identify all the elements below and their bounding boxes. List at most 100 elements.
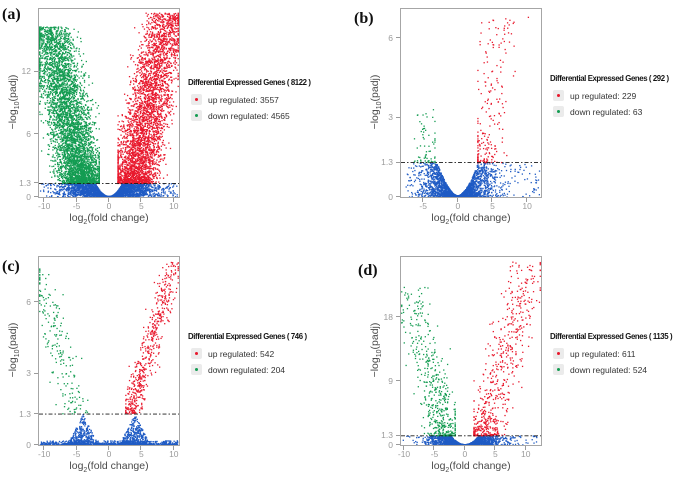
y-tick-label: 3 <box>388 112 393 123</box>
legend-item-label: down regulated: 204 <box>208 364 286 375</box>
x-tick-label: 0 <box>106 201 112 211</box>
legend-item-up: up regulated: 611 <box>553 348 672 359</box>
up-regulated-dot <box>195 98 198 101</box>
down-regulated-dot <box>195 114 198 117</box>
y-tick-label: 6 <box>388 32 393 43</box>
tick-mark <box>34 133 38 135</box>
tick-mark <box>34 196 38 197</box>
y-axis-title-sub: 10 <box>14 349 22 358</box>
tick-mark <box>108 198 109 202</box>
tick-mark <box>140 446 142 450</box>
tick-mark <box>433 446 435 450</box>
x-axis-title-pre: log <box>431 212 446 224</box>
tick-mark <box>396 161 400 163</box>
y-tick-label: 9 <box>388 375 393 386</box>
tick-mark <box>75 198 77 202</box>
tick-mark <box>526 198 528 202</box>
x-tick-label: -5 <box>430 449 439 459</box>
y-tick-label: 12 <box>21 66 31 77</box>
x-tick-label: 5 <box>139 201 144 211</box>
legend-key <box>553 348 564 359</box>
x-tick-label: -5 <box>72 201 81 211</box>
x-axis-title-post: (fold change) <box>87 460 149 472</box>
x-axis-title-sub: 2 <box>83 219 88 227</box>
x-axis-title-sub: 2 <box>445 219 450 227</box>
scatter-canvas <box>39 9 179 197</box>
legend-item-label: up regulated: 3557 <box>208 94 279 105</box>
panel-d-label: (d) <box>358 262 378 279</box>
legend-item-up: up regulated: 542 <box>191 348 307 359</box>
legend-title: Differential Expressed Genes ( 292 ) <box>550 74 669 83</box>
tick-mark <box>34 70 38 72</box>
legend-key <box>553 106 564 117</box>
legend-item-down: down regulated: 204 <box>191 364 307 375</box>
legend: Differential Expressed Genes ( 292 ) up … <box>550 74 669 122</box>
y-axis-title-sub: 10 <box>376 101 384 110</box>
plot-area <box>400 8 542 198</box>
x-axis-title: log2(fold change) <box>400 460 542 474</box>
tick-mark <box>34 413 38 415</box>
legend-item-up: up regulated: 229 <box>553 90 669 101</box>
y-axis-title-post: (padj) <box>6 74 19 102</box>
legend-key <box>191 348 202 359</box>
x-axis-title-post: (fold change) <box>449 460 511 472</box>
x-tick-label: 10 <box>169 201 179 211</box>
y-tick-label: 1.3 <box>19 177 31 188</box>
plot-area <box>38 8 180 198</box>
y-tick-label: 3 <box>26 368 31 379</box>
tick-mark <box>34 182 38 184</box>
legend-item-label: up regulated: 229 <box>570 90 637 101</box>
x-axis-title: log2(fold change) <box>38 460 180 474</box>
tick-mark <box>34 444 38 445</box>
x-axis-title-post: (fold change) <box>87 212 149 224</box>
y-axis-title-sub: 10 <box>376 349 384 358</box>
y-tick-label: 6 <box>26 128 31 139</box>
legend: Differential Expressed Genes ( 746 ) up … <box>188 332 307 380</box>
panel-b: (b) −log10(padj) log2(fold change) Diffe… <box>342 0 684 242</box>
y-axis-title-post: (padj) <box>368 322 381 350</box>
legend-title: Differential Expressed Genes ( 8122 ) <box>188 78 311 87</box>
legend-item-down: down regulated: 63 <box>553 106 669 117</box>
up-regulated-dot <box>557 94 560 97</box>
y-tick-label: 1.3 <box>19 408 31 419</box>
plot-area <box>38 256 180 446</box>
y-axis-title-post: (padj) <box>368 74 381 102</box>
x-tick-label: 10 <box>521 449 531 459</box>
legend-title: Differential Expressed Genes ( 746 ) <box>188 332 307 341</box>
x-tick-label: -10 <box>397 449 411 459</box>
x-axis-title: log2(fold change) <box>38 212 180 226</box>
tick-mark <box>422 198 424 202</box>
tick-mark <box>43 446 45 450</box>
y-axis-title-post: (padj) <box>6 322 19 350</box>
y-axis-title: −log10(padj) <box>369 323 383 378</box>
y-tick-label: 6 <box>26 296 31 307</box>
legend: Differential Expressed Genes ( 1135 ) up… <box>550 332 673 380</box>
legend-item-down: down regulated: 524 <box>553 364 672 375</box>
panel-c-label: (c) <box>2 258 20 275</box>
x-tick-label: 10 <box>522 201 532 211</box>
tick-mark <box>396 434 400 436</box>
down-regulated-dot <box>557 368 560 371</box>
scatter-canvas <box>39 257 179 445</box>
y-axis-title-pre: −log <box>6 109 19 130</box>
y-tick-label: 18 <box>383 311 393 322</box>
tick-mark <box>396 380 400 382</box>
scatter-canvas <box>401 257 541 445</box>
x-tick-label: -5 <box>419 201 427 211</box>
panel-b-label: (b) <box>354 10 374 27</box>
up-regulated-dot <box>195 352 198 355</box>
y-axis-title-sub: 10 <box>14 101 22 110</box>
panel-a-label: (a) <box>2 6 21 23</box>
panel-d: (d) −log10(padj) log2(fold change) Diffe… <box>342 242 684 484</box>
y-tick-label: 1.3 <box>381 430 393 441</box>
tick-mark <box>396 316 400 318</box>
tick-mark <box>524 446 526 450</box>
down-regulated-dot <box>557 110 560 113</box>
tick-mark <box>396 116 400 118</box>
legend-item-label: down regulated: 524 <box>570 364 648 375</box>
tick-mark <box>463 446 465 450</box>
legend: Differential Expressed Genes ( 8122 ) up… <box>188 78 311 126</box>
y-tick-label: 0 <box>26 191 31 202</box>
x-tick-label: 0 <box>455 201 461 211</box>
